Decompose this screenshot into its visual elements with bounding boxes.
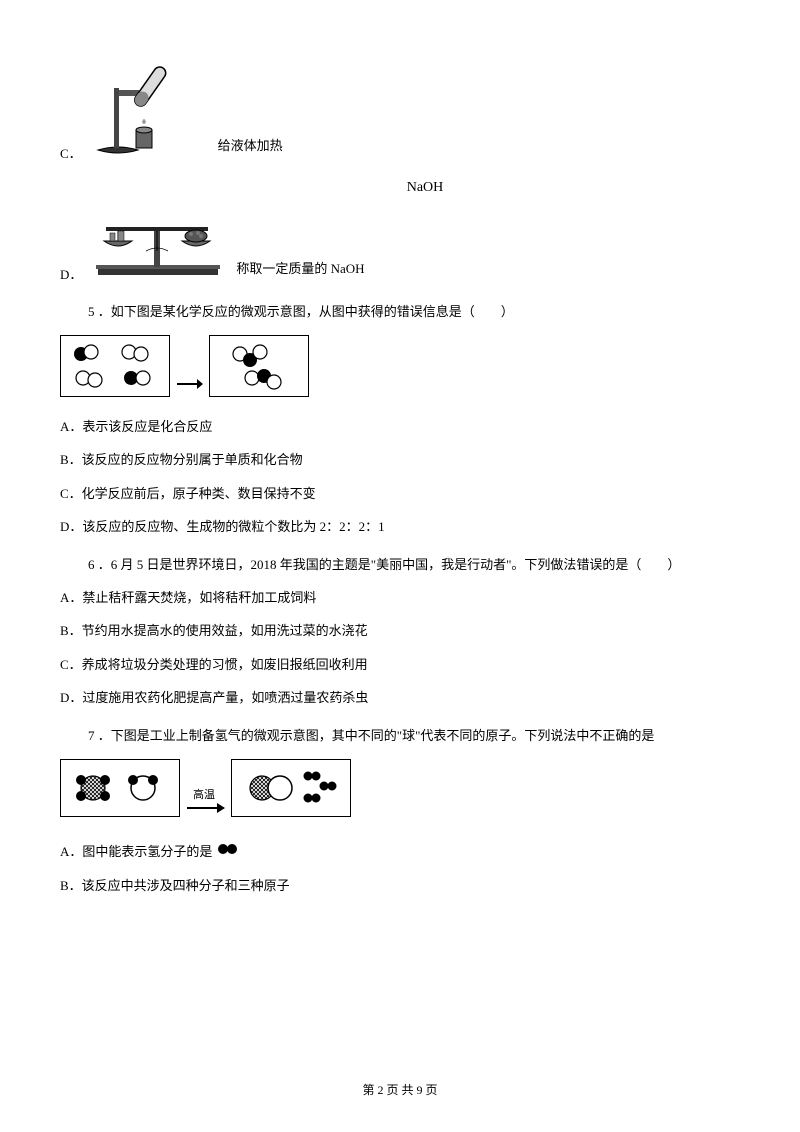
q7-diagram: 高温 — [60, 759, 740, 826]
q5-text: 如下图是某化学反应的微观示意图，从图中获得的错误信息是（ ） — [111, 304, 514, 319]
q5-number: 5 ． — [88, 304, 111, 319]
option-d-block: NaOH D． — [60, 175, 740, 286]
option-c-letter: C． — [60, 142, 82, 165]
q5-diagram — [60, 335, 740, 401]
q7-number: 7 ． — [88, 728, 111, 743]
q7-stem: 7 ．下图是工业上制备氢气的微观示意图，其中不同的"球"代表不同的原子。下列说法… — [88, 724, 740, 747]
option-c-row: C． 给液体加热 — [60, 58, 740, 165]
page-footer: 第 2 页 共 9 页 — [0, 1080, 800, 1102]
q6-opt-a: A．禁止秸秆露天焚烧，如将秸秆加工成饲料 — [60, 586, 740, 609]
option-d-text: 称取一定质量的 NaOH — [236, 257, 364, 280]
q7-opt-a-prefix: A．图中能表示氢分子的是 — [60, 844, 212, 859]
heating-apparatus-figure — [88, 58, 198, 165]
arrow-label: 高温 — [193, 788, 215, 801]
q7-text: 下图是工业上制备氢气的微观示意图，其中不同的"球"代表不同的原子。下列说法中不正… — [111, 728, 655, 743]
q7-opt-b: B．该反应中共涉及四种分子和三种原子 — [60, 874, 740, 897]
q7-opt-a: A．图中能表示氢分子的是 — [60, 840, 740, 865]
q6-number: 6 ． — [88, 557, 111, 572]
q6-opt-b: B．节约用水提高水的使用效益，如用洗过菜的水浇花 — [60, 619, 740, 642]
q5-opt-c: C．化学反应前后，原子种类、数目保持不变 — [60, 482, 740, 505]
q6-opt-d: D．过度施用农药化肥提高产量，如喷洒过量农药杀虫 — [60, 686, 740, 709]
q5-opt-d: D．该反应的反应物、生成物的微粒个数比为 2：2：2：1 — [60, 515, 740, 538]
h2-molecule-icon — [216, 845, 240, 860]
q5-opt-a: A．表示该反应是化合反应 — [60, 415, 740, 438]
naoh-label: NaOH — [110, 175, 740, 200]
q5-stem: 5 ．如下图是某化学反应的微观示意图，从图中获得的错误信息是（ ） — [88, 300, 740, 323]
option-d-letter: D． — [60, 263, 82, 286]
balance-figure — [88, 209, 228, 286]
q5-opt-b: B．该反应的反应物分别属于单质和化合物 — [60, 448, 740, 471]
q6-stem: 6 ．6 月 5 日是世界环境日，2018 年我国的主题是"美丽中国，我是行动者… — [88, 553, 740, 576]
q6-opt-c: C．养成将垃圾分类处理的习惯，如废旧报纸回收利用 — [60, 653, 740, 676]
q6-text: 6 月 5 日是世界环境日，2018 年我国的主题是"美丽中国，我是行动者"。下… — [111, 557, 681, 572]
option-c-text: 给液体加热 — [218, 134, 283, 157]
